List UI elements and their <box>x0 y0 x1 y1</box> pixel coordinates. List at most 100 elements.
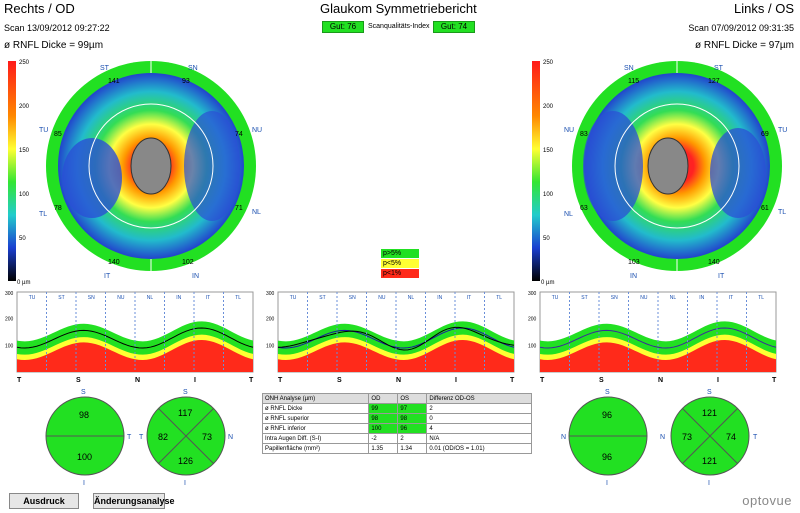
svg-text:100: 100 <box>77 452 92 462</box>
svg-text:50: 50 <box>543 236 550 242</box>
svg-text:TU: TU <box>39 127 48 134</box>
svg-text:IT: IT <box>104 273 111 280</box>
svg-text:96: 96 <box>602 410 612 420</box>
svg-text:N: N <box>228 434 233 441</box>
sector-label: TU <box>29 295 36 301</box>
svg-text:I: I <box>708 480 710 487</box>
axis-label: T <box>249 377 254 384</box>
svg-text:71: 71 <box>235 205 243 212</box>
svg-text:NL: NL <box>252 209 261 216</box>
svg-text:0 µm: 0 µm <box>541 280 554 286</box>
sector-label: TL <box>235 295 241 301</box>
optovue-logo: optovue <box>742 493 792 508</box>
svg-text:S: S <box>183 389 188 396</box>
colorbar-right: 250 200 150 100 50 0 µm <box>532 60 554 286</box>
svg-text:IN: IN <box>192 273 199 280</box>
sector-label: TL <box>758 295 764 301</box>
table-row: Papillenfläche (mm²) 1.35 1.34 0.01 (OD/OS … <box>261 443 532 454</box>
sector-label: IT <box>729 295 733 301</box>
svg-text:NU: NU <box>564 127 574 134</box>
y-tick: 200 <box>5 317 14 323</box>
svg-text:63: 63 <box>580 205 588 212</box>
left-rnfl-avg: ø RNFL Dicke = 97µm <box>694 40 794 51</box>
svg-text:117: 117 <box>178 408 192 418</box>
svg-text:IN: IN <box>630 273 637 280</box>
sector-label: SN <box>349 295 356 301</box>
ssi-label: Scanqualitäts-Index <box>368 23 430 30</box>
onh-analysis-table: ONH Analyse (µm) OD OS Differenz OD-OS ø R… <box>261 393 532 454</box>
sector-label: IT <box>206 295 210 301</box>
axis-label: T <box>540 377 545 384</box>
svg-text:150: 150 <box>19 148 30 154</box>
axis-label: S <box>599 377 604 384</box>
right-eye-title: Rechts / OD <box>4 1 75 16</box>
svg-text:61: 61 <box>761 205 769 212</box>
svg-text:N: N <box>561 434 566 441</box>
y-tick: 200 <box>266 317 275 323</box>
report-title: Glaukom Symmetriebericht <box>320 1 477 16</box>
od-quad-pie: S I T N 117 126 82 73 <box>139 389 233 487</box>
svg-text:SN: SN <box>188 65 198 72</box>
left-eye-title: Links / OS <box>734 1 794 16</box>
svg-text:140: 140 <box>108 259 120 266</box>
sector-label: IN <box>437 295 442 301</box>
table-row: ø RNFL Dicke 99 97 2 <box>261 403 532 414</box>
svg-text:115: 115 <box>628 78 639 85</box>
sector-label: NU <box>117 295 125 301</box>
svg-text:85: 85 <box>54 131 62 138</box>
svg-text:I: I <box>184 480 186 487</box>
sector-label: NU <box>640 295 648 301</box>
print-button[interactable]: Ausdruck <box>9 493 79 509</box>
y-tick: 300 <box>266 291 275 297</box>
svg-text:200: 200 <box>19 104 30 110</box>
y-tick: 200 <box>528 317 537 323</box>
od-thickness-map: ST SN NU NL IN IT TL TU 141 93 74 71 102… <box>39 61 262 280</box>
sector-label: NL <box>408 295 415 301</box>
y-tick: 300 <box>528 291 537 297</box>
change-analysis-button[interactable]: Änderungsanalyse <box>93 493 175 509</box>
sector-label: TU <box>290 295 297 301</box>
svg-text:150: 150 <box>543 148 554 154</box>
svg-text:82: 82 <box>158 432 168 442</box>
svg-text:127: 127 <box>708 78 720 85</box>
od-hemi-pie: S I T 98 100 <box>45 389 132 487</box>
svg-text:50: 50 <box>19 236 26 242</box>
os-quad-pie: S I N T 121 121 73 74 <box>660 389 758 487</box>
axis-label: I <box>455 377 457 384</box>
svg-text:SN: SN <box>624 65 634 72</box>
svg-text:ST: ST <box>100 65 110 72</box>
svg-text:S: S <box>605 389 610 396</box>
table-row: Intra Augen Diff. (S-I) -2 2 N/A <box>261 433 532 444</box>
sector-label: IN <box>699 295 704 301</box>
svg-text:102: 102 <box>182 259 194 266</box>
y-tick: 100 <box>266 343 275 349</box>
sector-label: TL <box>496 295 502 301</box>
table-row: ø RNFL superior 98 98 0 <box>261 413 532 424</box>
svg-text:78: 78 <box>54 205 62 212</box>
svg-text:69: 69 <box>761 131 769 138</box>
tsnit-curve <box>16 327 254 349</box>
y-tick: 300 <box>5 291 14 297</box>
sector-label: ST <box>58 295 64 301</box>
svg-text:IT: IT <box>718 273 725 280</box>
svg-text:250: 250 <box>543 60 554 66</box>
right-scan-date: Scan 13/09/2012 09:27:22 <box>4 23 110 33</box>
cb-max: 250 <box>19 60 30 66</box>
ssi-od-badge: Gut: 76 <box>322 21 364 33</box>
svg-text:TU: TU <box>778 127 787 134</box>
svg-text:0 µm: 0 µm <box>17 280 30 286</box>
svg-text:100: 100 <box>19 192 30 198</box>
svg-text:S: S <box>81 389 86 396</box>
svg-text:140: 140 <box>708 259 720 266</box>
svg-text:T: T <box>139 434 144 441</box>
svg-text:126: 126 <box>178 456 193 466</box>
os-hemi-pie: S I N 96 96 <box>561 389 648 487</box>
legend-green: p>5% <box>381 249 419 258</box>
sector-label: TU <box>552 295 559 301</box>
svg-text:200: 200 <box>543 104 554 110</box>
svg-text:73: 73 <box>682 432 692 442</box>
svg-text:93: 93 <box>182 78 190 85</box>
axis-label: T <box>510 377 515 384</box>
